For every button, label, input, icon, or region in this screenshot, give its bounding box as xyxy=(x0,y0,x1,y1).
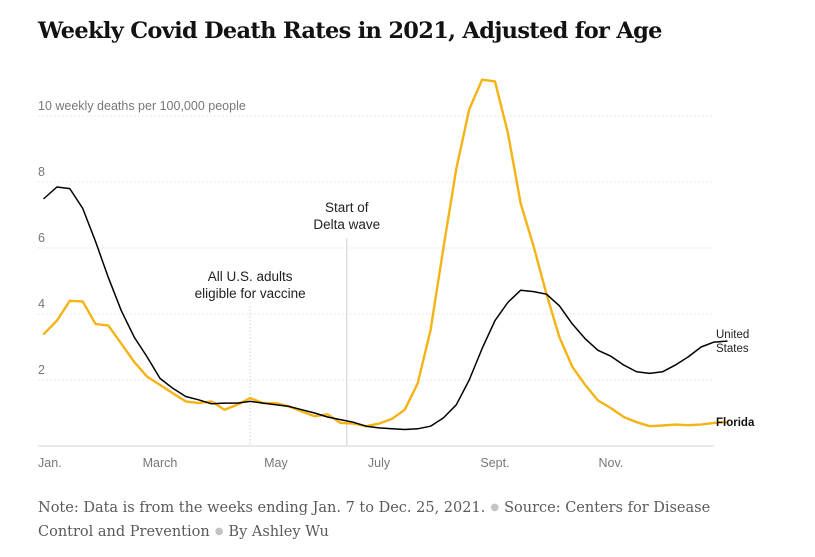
line-chart: All U.S. adults eligible for vaccine Start… xyxy=(38,78,755,470)
axes: 2 4 6 8 10 weekly deaths per 100,000 people J… xyxy=(38,99,714,470)
series-line-united-states xyxy=(43,186,728,431)
y-tick-label: 8 xyxy=(38,165,45,179)
y-tick-label: 2 xyxy=(38,363,45,377)
footer-separator: ● xyxy=(214,526,224,537)
annotation-text: All U.S. adults xyxy=(208,269,293,284)
chart-title: Weekly Covid Death Rates in 2021, Adjust… xyxy=(38,18,662,44)
gridlines xyxy=(38,115,714,381)
footer-separator: ● xyxy=(490,502,500,513)
series-label-united-states: States xyxy=(716,343,749,355)
x-tick-label: March xyxy=(143,456,178,470)
annotation-text: Delta wave xyxy=(313,217,380,232)
series-labels: United States Florida xyxy=(716,329,755,429)
x-tick-label: Nov. xyxy=(599,456,624,470)
chart-footer: Note: Data is from the weeks ending Jan.… xyxy=(38,496,728,544)
annotation-text: Start of xyxy=(325,200,369,215)
series-line-florida xyxy=(42,78,729,428)
annotations: All U.S. adults eligible for vaccine Start… xyxy=(195,200,380,446)
annotation-text: eligible for vaccine xyxy=(195,286,306,301)
x-tick-label: July xyxy=(368,456,391,470)
y-tick-label: 4 xyxy=(38,297,45,311)
series-label-florida: Florida xyxy=(716,417,755,429)
y-tick-label: 6 xyxy=(38,231,45,245)
footer-source: Source: Centers for Disease Control and … xyxy=(38,500,711,540)
footer-byline: By Ashley Wu xyxy=(228,524,329,540)
x-tick-label: May xyxy=(264,456,288,470)
footer-note: Note: Data is from the weeks ending Jan.… xyxy=(38,500,486,516)
x-tick-label: Jan. xyxy=(38,456,62,470)
x-tick-label: Sept. xyxy=(480,456,509,470)
y-tick-label: 10 weekly deaths per 100,000 people xyxy=(38,99,246,113)
series-lines xyxy=(42,78,729,431)
series-label-united-states: United xyxy=(716,329,749,341)
